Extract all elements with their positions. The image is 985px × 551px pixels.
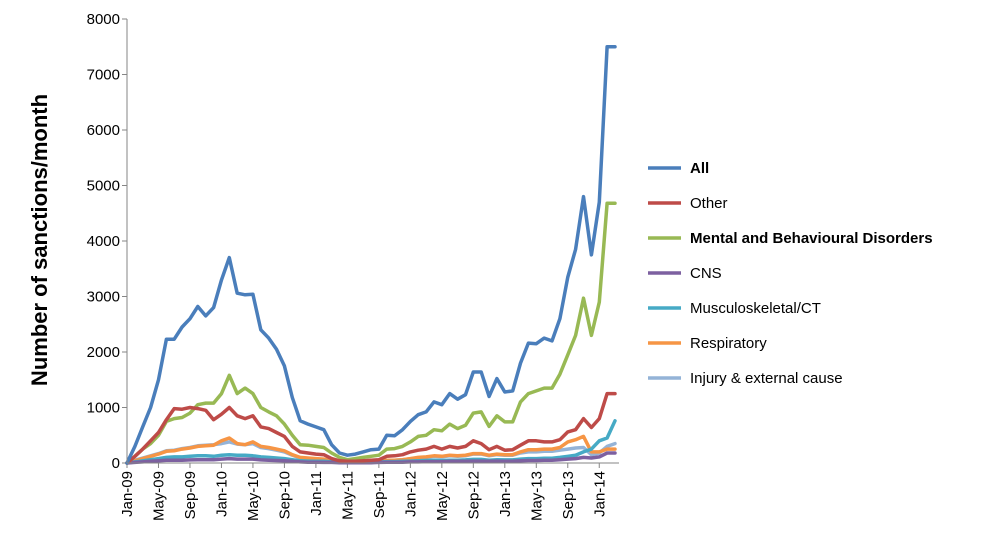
x-tick-label: Jan-14: [591, 471, 608, 517]
x-tick-label: Sep-09: [182, 471, 199, 519]
series-line-mental-and-behavioural-disorders: [125, 201, 617, 465]
x-tick-label: May-12: [434, 471, 451, 521]
y-tick-label: 3000: [87, 289, 120, 306]
y-tick-label: 6000: [87, 122, 120, 139]
y-tick-label: 5000: [87, 178, 120, 195]
x-tick-label: May-09: [150, 471, 167, 521]
legend-label: Injury & external cause: [690, 370, 843, 387]
x-tick-label: Sep-13: [560, 471, 577, 519]
axis-lines: [126, 19, 619, 464]
legend-label: Musculoskeletal/CT: [690, 300, 821, 317]
x-tick-label: May-10: [245, 471, 262, 521]
plot-area: [125, 45, 617, 465]
legend-label: Other: [690, 195, 728, 212]
x-axis: Jan-09 May-09 Sep-09 Jan-10 May-10 Sep-10 Jan-…: [119, 463, 608, 521]
series-line-other: [125, 391, 617, 465]
y-tick-label: 4000: [87, 233, 120, 250]
x-tick-label: Sep-11: [371, 471, 388, 518]
legend: All Other Mental and Behavioural Disorders…: [648, 160, 933, 387]
x-tick-label: Sep-10: [276, 471, 293, 519]
x-tick-label: Jan-12: [402, 471, 419, 517]
legend-label: Mental and Behavioural Disorders: [690, 230, 933, 247]
legend-label: Respiratory: [690, 335, 767, 352]
legend-label: All: [690, 160, 709, 177]
x-tick-label: Jan-13: [497, 471, 514, 517]
x-tick-label: May-11: [339, 471, 356, 520]
x-tick-label: Jan-11: [308, 471, 325, 516]
x-tick-label: Sep-12: [465, 471, 482, 519]
y-tick-label: 1000: [87, 400, 120, 417]
x-tick-label: Jan-10: [213, 471, 230, 517]
y-tick-label: 7000: [87, 67, 120, 84]
y-tick-label: 8000: [87, 11, 120, 28]
x-tick-label: May-13: [528, 471, 545, 521]
y-tick-label: 2000: [87, 344, 120, 361]
y-tick-label: 0: [112, 455, 120, 472]
legend-label: CNS: [690, 265, 722, 282]
y-axis-title: Number of sanctions/month: [27, 94, 52, 386]
series-line-all: [125, 45, 617, 465]
y-axis: 0 1000 2000 3000 4000 5000 6000 7000 8000: [87, 11, 127, 472]
x-tick-label: Jan-09: [119, 471, 136, 517]
